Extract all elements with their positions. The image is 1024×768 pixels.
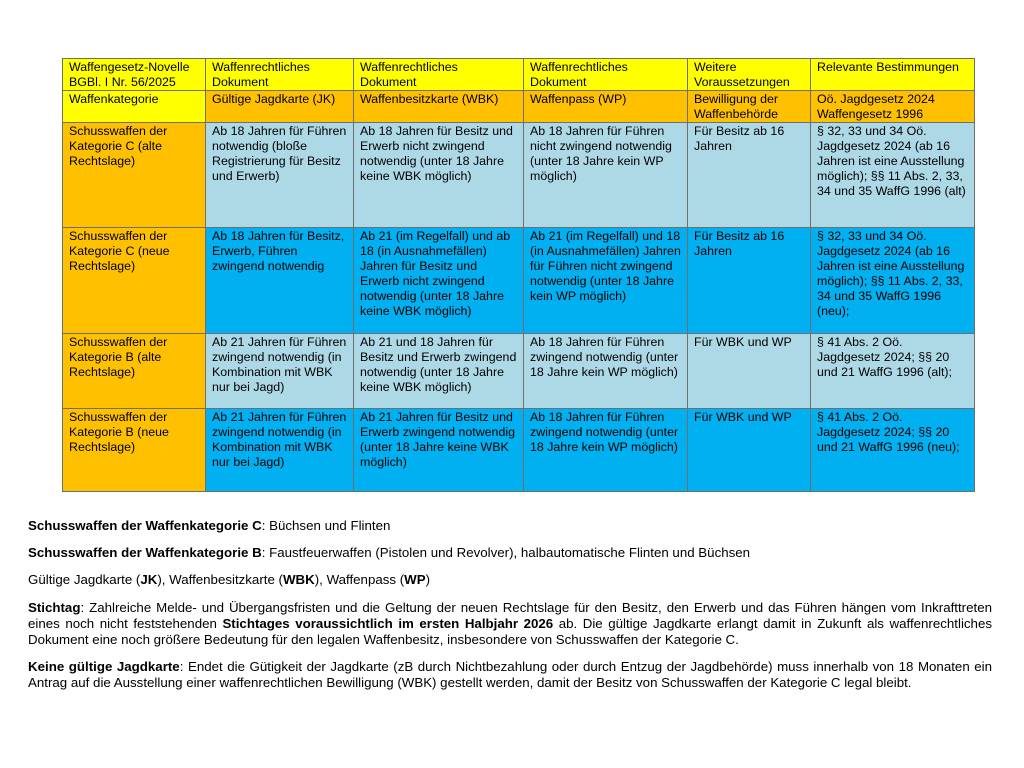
note-bold-text: Schusswaffen der Waffenkategorie B	[28, 545, 262, 561]
table-cell: Bewilligung der Waffenbehörde	[687, 90, 811, 123]
note-bold-text: JK	[140, 572, 158, 588]
table-cell: Ab 18 Jahren für Besitz und Erwerb nicht…	[353, 122, 524, 228]
note-text: Gültige Jagdkarte (	[28, 572, 141, 588]
table-cell: Für Besitz ab 16 Jahren	[687, 122, 811, 228]
table-cell: Waffenrechtliches Dokument	[523, 58, 688, 91]
table-cell: Waffenpass (WP)	[523, 90, 688, 123]
table-cell: Schusswaffen der Kategorie B (neue Recht…	[62, 408, 206, 492]
note-paragraph: Keine gültige Jagdkarte: Endet die Gütig…	[28, 659, 992, 691]
note-text: )	[425, 572, 431, 588]
note-bold-text: Keine gültige Jagdkarte	[28, 659, 180, 675]
table-cell: Ab 21 Jahren für Führen zwingend notwend…	[205, 408, 354, 492]
note-text: : Faustfeuerwaffen (Pistolen und Revolve…	[261, 545, 751, 561]
note-paragraph: Gültige Jagdkarte (JK), Waffenbesitzkart…	[28, 572, 992, 588]
note-paragraph: Stichtag: Zahlreiche Melde- und Übergang…	[28, 600, 992, 649]
table-row: Schusswaffen der Kategorie B (neue Recht…	[62, 408, 975, 492]
table-cell: Gültige Jagdkarte (JK)	[205, 90, 354, 123]
note-bold-text: WBK	[282, 572, 315, 588]
table-row: Schusswaffen der Kategorie C (neue Recht…	[62, 227, 975, 334]
note-text: : Büchsen und Flinten	[261, 518, 391, 533]
table-cell: § 41 Abs. 2 Oö. Jagdgesetz 2024; §§ 20 u…	[810, 333, 975, 409]
table-cell: Ab 21 Jahren für Führen zwingend notwend…	[205, 333, 354, 409]
note-bold-text: Stichtages voraussichtlich im ersten Hal…	[222, 615, 554, 631]
table-cell: Für WBK und WP	[687, 408, 811, 492]
table-cell: Waffengesetz-Novelle BGBl. I Nr. 56/2025	[62, 58, 206, 91]
table-cell: Ab 21 (im Regelfall) und 18 (in Ausnahme…	[523, 227, 688, 334]
note-bold-text: WP	[404, 572, 426, 588]
table-cell: Ab 18 Jahren für Führen notwendig (bloße…	[205, 122, 354, 228]
header-row-category: Waffenkategorie Gültige Jagdkarte (JK) Waf…	[62, 90, 975, 123]
weapons-law-table: Waffengesetz-Novelle BGBl. I Nr. 56/2025…	[62, 58, 975, 492]
note-text: : Zahlreiche Melde- und Übergangsfristen…	[28, 599, 992, 631]
table-row: Schusswaffen der Kategorie B (alte Recht…	[62, 333, 975, 409]
note-paragraph: Schusswaffen der Waffenkategorie C: Büch…	[28, 518, 992, 534]
table-cell: Ab 18 Jahren für Führen zwingend notwend…	[523, 408, 688, 492]
table-cell: Relevante Bestimmungen	[810, 58, 975, 91]
note-text: ab. Die gültige Jagdkarte erlangt damit …	[28, 615, 992, 648]
table-cell: § 32, 33 und 34 Oö. Jagdgesetz 2024 (ab …	[810, 122, 975, 228]
table-cell: Weitere Voraussetzungen	[687, 58, 811, 91]
table-cell: Oö. Jagdgesetz 2024 Waffengesetz 1996	[810, 90, 975, 123]
table-cell: Ab 21 (im Regelfall) und ab 18 (in Ausna…	[353, 227, 524, 334]
notes-section: Schusswaffen der Waffenkategorie C: Büch…	[28, 518, 992, 703]
table-cell: Ab 21 und 18 Jahren für Besitz und Erwer…	[353, 333, 524, 409]
note-text: ), Waffenpass (	[314, 572, 405, 588]
table-cell: § 32, 33 und 34 Oö. Jagdgesetz 2024 (ab …	[810, 227, 975, 334]
table-cell: Waffenrechtliches Dokument	[353, 58, 524, 91]
table-row: Schusswaffen der Kategorie C (alte Recht…	[62, 122, 975, 228]
table-cell: Waffenrechtliches Dokument	[205, 58, 354, 91]
table-cell: § 41 Abs. 2 Oö. Jagdgesetz 2024; §§ 20 u…	[810, 408, 975, 492]
table-cell: Ab 18 Jahren für Besitz, Erwerb, Führen …	[205, 227, 354, 334]
table-cell: Ab 18 Jahren für Führen zwingend notwend…	[523, 333, 688, 409]
table-cell: Ab 18 Jahren für Führen nicht zwingend n…	[523, 122, 688, 228]
table-cell: Waffenkategorie	[62, 90, 206, 123]
note-paragraph: Schusswaffen der Waffenkategorie B: Faus…	[28, 545, 992, 561]
table-cell: Für Besitz ab 16 Jahren	[687, 227, 811, 334]
note-text: ), Waffenbesitzkarte (	[157, 572, 283, 588]
table-cell: Schusswaffen der Kategorie C (alte Recht…	[62, 122, 206, 228]
table-cell: Ab 21 Jahren für Besitz und Erwerb zwing…	[353, 408, 524, 492]
table-cell: Für WBK und WP	[687, 333, 811, 409]
note-text: : Endet die Gütigkeit der Jagdkarte (zB …	[28, 659, 992, 691]
table-cell: Schusswaffen der Kategorie C (neue Recht…	[62, 227, 206, 334]
note-bold-text: Schusswaffen der Waffenkategorie C	[28, 518, 262, 533]
table-cell: Waffenbesitzkarte (WBK)	[353, 90, 524, 123]
header-row-document: Waffengesetz-Novelle BGBl. I Nr. 56/2025…	[62, 58, 975, 91]
note-bold-text: Stichtag	[28, 599, 81, 615]
table-cell: Schusswaffen der Kategorie B (alte Recht…	[62, 333, 206, 409]
